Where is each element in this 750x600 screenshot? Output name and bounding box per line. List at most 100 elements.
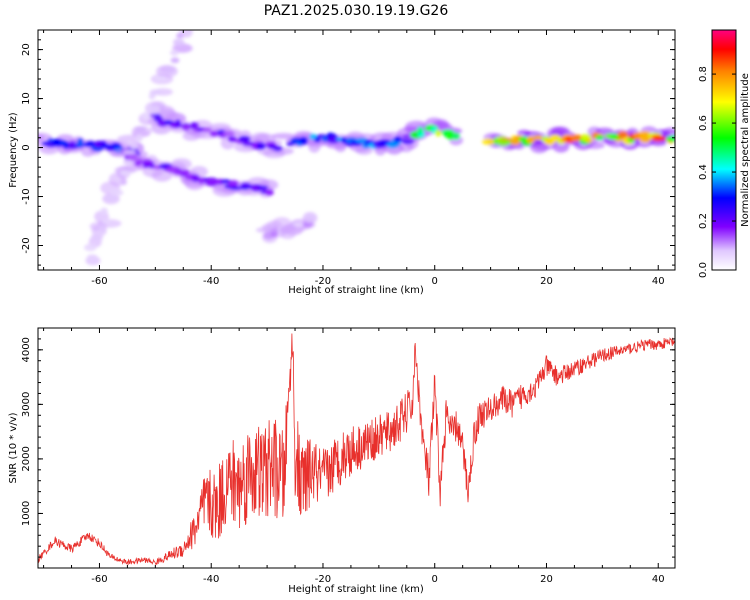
spectrogram-y-tick-label: 0	[21, 144, 32, 150]
colorbar-tick-label: 0.4	[698, 164, 709, 180]
heatmap-cell	[202, 127, 212, 133]
snr-x-axis-label: Height of straight line (km)	[288, 584, 424, 595]
snr-y-tick-label: 1000	[21, 501, 32, 526]
spectrogram-x-tick-label: -20	[315, 276, 331, 287]
heatmap-cell	[130, 142, 138, 150]
heatmap-cell	[198, 177, 205, 185]
heatmap-cell	[123, 159, 134, 166]
spectrogram-x-tick-label: 20	[540, 276, 553, 287]
heatmap-cell	[182, 169, 190, 175]
heatmap-cell	[87, 254, 98, 259]
heatmap-cell	[164, 65, 175, 74]
heatmap-cell	[210, 131, 218, 137]
heatmap-cell	[205, 178, 219, 187]
heatmap-cell	[141, 160, 155, 165]
heatmap-cell	[584, 141, 605, 150]
colorbar-tick-label: 0.8	[698, 66, 709, 82]
heatmap-cell	[569, 134, 583, 142]
heatmap-cell	[265, 189, 274, 196]
heatmap-cell	[170, 57, 180, 64]
heatmap-cell	[77, 137, 84, 146]
heatmap-cell	[670, 135, 675, 142]
heatmap-cell	[173, 44, 194, 53]
heatmap-cell	[176, 33, 184, 39]
snr-x-tick-label: 20	[540, 574, 553, 585]
spectrogram-y-tick-label: -10	[21, 188, 32, 204]
heatmap-cell	[182, 123, 191, 131]
heatmap-cell	[229, 186, 243, 191]
snr-y-tick-label: 2000	[21, 446, 32, 471]
heatmap-cell	[169, 49, 179, 56]
spectrogram-ticks: -60 -40 -20 0 20 40 -20 -10 0 10 20	[21, 29, 675, 287]
spectrogram-x-tick-label: -60	[91, 276, 107, 287]
heatmap-cell	[451, 132, 460, 140]
heatmap-cell	[134, 160, 142, 167]
heatmap-cell	[114, 166, 137, 175]
heatmap-cell	[650, 139, 667, 147]
snr-y-axis-label: SNR (10 * v/v)	[8, 412, 19, 483]
snr-x-tick-label: 0	[432, 574, 438, 585]
colorbar-gradient	[712, 30, 736, 270]
heatmap-cell	[652, 135, 666, 141]
heatmap-cell	[526, 136, 535, 144]
heatmap-cell	[100, 207, 108, 215]
heatmap-cell	[283, 223, 297, 232]
colorbar-tick-label: 0.6	[698, 115, 709, 131]
heatmap-cell	[127, 153, 143, 162]
heatmap-cell	[134, 126, 147, 132]
heatmap-cell	[109, 189, 124, 196]
heatmap-cell	[393, 136, 402, 143]
heatmap-cell	[533, 135, 543, 141]
spectrogram-blobs	[38, 30, 675, 266]
spectrogram-x-tick-label: 0	[432, 276, 438, 287]
heatmap-cell	[417, 129, 424, 134]
colorbar-tick-label: 0.0	[698, 262, 709, 278]
snr-x-tick-label: -60	[91, 574, 107, 585]
heatmap-cell	[190, 121, 198, 130]
heatmap-cell	[122, 150, 136, 155]
spectrogram-x-axis-label: Height of straight line (km)	[288, 285, 424, 296]
heatmap-cell	[153, 76, 168, 81]
heatmap-cell	[172, 38, 185, 46]
spectrogram-x-tick-label: -40	[203, 276, 219, 287]
snr-x-tick-label: 40	[652, 574, 665, 585]
heatmap-cell	[496, 139, 511, 146]
heatmap-cell	[52, 138, 63, 146]
heatmap-cell	[104, 194, 118, 202]
snr-x-tick-label: -20	[315, 574, 331, 585]
heatmap-cell	[552, 141, 570, 153]
spectrogram-panel: -60 -40 -20 0 20 40 -20 -10 0 10 20 Height of stra…	[8, 29, 676, 296]
heatmap-cell	[149, 89, 162, 96]
heatmap-cell	[446, 132, 455, 140]
heatmap-cell	[151, 169, 173, 182]
heatmap-cell	[272, 145, 283, 152]
heatmap-cell	[240, 137, 249, 142]
spectrogram-x-tick-label: 40	[652, 276, 665, 287]
heatmap-cell	[271, 132, 296, 140]
snr-ticks: -60 -40 -20 0 20 40 1000 2000 3000 4000	[21, 327, 675, 585]
heatmap-cell	[326, 136, 341, 144]
heatmap-cell	[98, 225, 107, 233]
heatmap-cell	[256, 142, 266, 150]
spectrogram-frame	[37, 29, 676, 271]
heatmap-cell	[149, 105, 161, 114]
colorbar-frame	[711, 29, 737, 271]
heatmap-cell	[638, 131, 652, 139]
heatmap-cell	[377, 139, 390, 147]
colorbar-ticks: 0.0 0.2 0.4 0.6 0.8	[698, 66, 736, 278]
spectrogram-y-tick-label: 10	[21, 92, 32, 105]
heatmap-cell	[117, 134, 141, 143]
heatmap-cell	[228, 180, 239, 187]
colorbar-tick-label: 0.2	[698, 213, 709, 229]
heatmap-cell	[662, 127, 675, 138]
heatmap-cell	[434, 129, 442, 137]
heatmap-cell	[119, 170, 131, 176]
heatmap-cell	[482, 138, 496, 145]
heatmap-cell	[101, 219, 111, 224]
snr-series-line	[38, 333, 675, 566]
colorbar: 0.0 0.2 0.4 0.6 0.8 Normalized spectral ampl…	[698, 29, 750, 278]
heatmap-cell	[135, 134, 143, 142]
heatmap-cell	[298, 136, 308, 145]
heatmap-cell	[174, 119, 182, 127]
